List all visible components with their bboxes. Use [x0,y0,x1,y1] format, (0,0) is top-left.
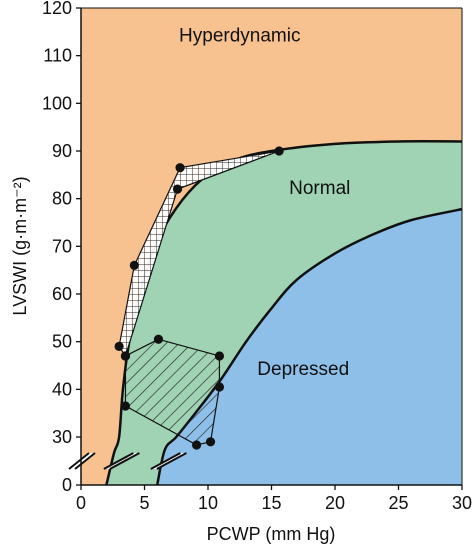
y-tick-label: 90 [52,141,72,161]
region-label-hyperdynamic: Hyperdynamic [179,25,300,46]
axis-ticks: 0 5 10 15 20 25 30 0 30 40 50 60 70 80 90 100 110 120 [42,0,472,513]
series-0-point-0 [114,341,124,352]
y-tick-label: 40 [52,379,72,399]
x-tick-label: 25 [388,493,408,513]
series-1-point-2 [214,382,225,392]
y-tick-label: 100 [42,93,72,113]
axis-break-mark [150,452,187,470]
axis-break-mark [103,452,140,470]
axis-break-mark [68,452,96,470]
y-tick-label: 50 [52,332,72,352]
series-1-point-4 [191,440,202,450]
x-tick-label: 15 [261,493,281,513]
y-tick-label: 0 [62,475,72,495]
y-tick-label: 70 [52,236,72,256]
series-0-point-4 [175,163,185,173]
normal-depressed-boundary [155,207,462,485]
y-tick-label: 80 [52,189,72,209]
diagonal-hatched-polygon [124,338,221,446]
y-tick-label: 60 [52,284,72,304]
axis-break-markers [68,452,187,470]
x-tick-label: 20 [325,493,345,513]
x-tick-label: 10 [198,493,218,513]
series-1-point-0 [153,334,164,344]
x-tick-label: 5 [139,493,149,513]
series-0-point-3 [172,184,183,194]
x-tick-label: 30 [452,493,472,513]
y-tick-label: 110 [43,46,72,66]
series-1-point-6 [120,351,131,361]
y-axis-title: LVSWI (g·m·m⁻²) [10,176,30,315]
y-tick-label: 120 [42,0,72,18]
data-points [114,146,284,450]
series-1-point-1 [214,351,225,361]
series-1-point-3 [205,437,216,447]
region-label-normal: Normal [289,178,350,199]
region-label-depressed: Depressed [257,359,349,380]
series-1-point-5 [120,401,131,411]
series-0-point-5 [274,146,284,156]
depressed-region [157,209,462,485]
x-tick-label: 0 [76,493,86,513]
y-tick-label: 30 [52,427,72,447]
series-0-point-2 [129,260,139,270]
x-axis-title: PCWP (mm Hg) [207,524,336,544]
